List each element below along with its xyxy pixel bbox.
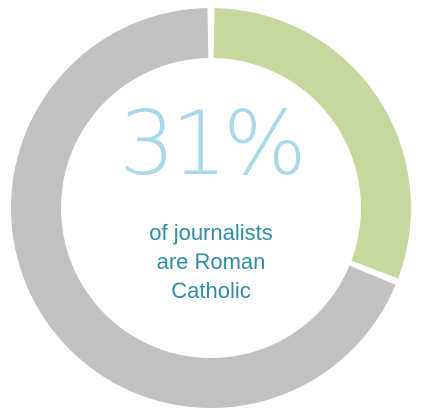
donut-slice-highlight xyxy=(213,8,411,279)
